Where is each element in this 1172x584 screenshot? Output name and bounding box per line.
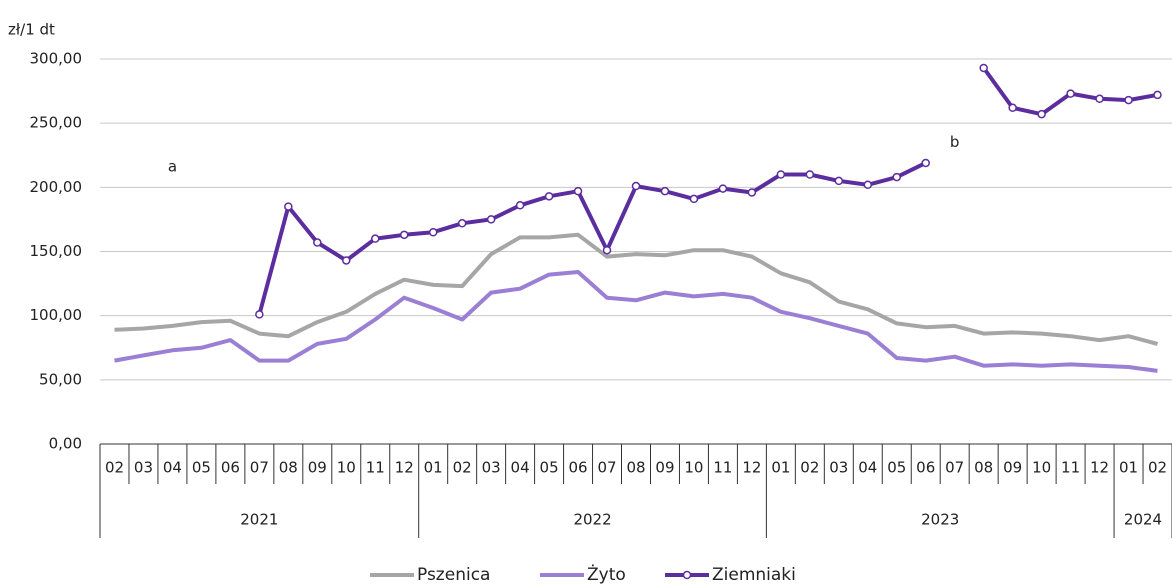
point-marker [457, 219, 467, 228]
x-tick-label: 07 [250, 459, 269, 477]
point-marker [1124, 95, 1133, 105]
point-marker [921, 158, 930, 168]
y-tick-label: 300,00 [30, 50, 83, 68]
x-tick-label: 08 [974, 459, 993, 477]
x-group-label: 2024 [1124, 511, 1162, 529]
point-marker [892, 172, 902, 182]
y-axis-label: zł/1 dt [8, 21, 55, 39]
x-tick-label: 02 [800, 459, 819, 477]
legend-label: Pszenica [417, 565, 490, 584]
point-marker [370, 234, 380, 243]
x-group-label: 2022 [573, 511, 611, 529]
series-line [257, 66, 1158, 315]
x-tick-label: 12 [395, 459, 414, 477]
point-marker [1008, 103, 1017, 113]
point-marker [747, 188, 757, 197]
x-tick-label: 02 [1148, 459, 1167, 477]
x-tick-label: 04 [163, 459, 182, 477]
point-marker [284, 202, 293, 211]
point-marker [486, 215, 496, 224]
x-tick-label: 04 [511, 459, 530, 477]
annotation: a [168, 157, 177, 175]
point-marker [255, 310, 264, 319]
x-tick-label: 11 [713, 459, 732, 477]
point-marker [428, 228, 438, 237]
point-marker [1066, 89, 1075, 98]
x-tick-label: 03 [829, 459, 848, 477]
x-tick-label: 09 [308, 459, 327, 477]
x-tick-label: 12 [742, 459, 761, 477]
x-tick-label: 10 [337, 459, 356, 477]
x-tick-label: 07 [945, 459, 964, 477]
y-tick-label: 100,00 [30, 306, 83, 324]
x-tick-label: 02 [453, 459, 472, 477]
series-line [114, 232, 1159, 346]
point-marker [313, 238, 322, 247]
x-tick-label: 07 [597, 459, 616, 477]
point-marker [718, 184, 728, 193]
x-tick-label: 11 [1061, 459, 1080, 477]
x-tick-label: 10 [684, 459, 703, 477]
point-marker [689, 194, 699, 204]
x-tick-label: 11 [366, 459, 385, 477]
point-marker [776, 170, 786, 179]
point-marker [1153, 90, 1162, 100]
point-marker [863, 180, 873, 190]
series-line [114, 270, 1158, 373]
point-marker [399, 230, 409, 240]
x-tick-label: 06 [569, 459, 588, 477]
point-marker [515, 201, 525, 210]
legend-label: Ziemniaki [712, 565, 796, 584]
point-marker [979, 63, 988, 73]
point-marker [805, 170, 815, 179]
x-group-label: 2023 [921, 511, 959, 529]
x-tick-label: 08 [626, 459, 645, 477]
x-tick-label: 10 [1032, 459, 1051, 477]
point-marker [544, 192, 554, 201]
x-tick-label: 09 [1003, 459, 1022, 477]
x-tick-label: 06 [916, 459, 935, 477]
y-tick-label: 250,00 [30, 114, 83, 132]
point-marker [573, 186, 583, 196]
point-marker [1037, 109, 1046, 119]
x-tick-label: 05 [887, 459, 906, 477]
y-tick-label: 0,00 [49, 435, 82, 453]
y-tick-label: 150,00 [30, 242, 83, 260]
point-marker [631, 181, 641, 191]
x-tick-label: 12 [1090, 459, 1109, 477]
x-tick-label: 06 [221, 459, 240, 477]
y-tick-label: 50,00 [39, 370, 82, 388]
x-tick-label: 05 [192, 459, 211, 477]
annotation: b [950, 133, 960, 151]
x-tick-label: 01 [1119, 459, 1138, 477]
x-tick-label: 01 [424, 459, 443, 477]
point-marker [342, 256, 351, 265]
legend-label: Żyto [587, 564, 626, 584]
x-tick-label: 08 [279, 459, 298, 477]
x-group-label: 2021 [240, 511, 278, 529]
point-marker [602, 245, 612, 255]
x-tick-label: 02 [105, 459, 124, 477]
x-tick-label: 03 [134, 459, 153, 477]
x-tick-label: 04 [858, 459, 877, 477]
x-tick-label: 01 [771, 459, 790, 477]
point-marker [1095, 94, 1104, 104]
point-marker [834, 176, 844, 186]
legend-marker [682, 570, 692, 580]
y-tick-label: 200,00 [30, 178, 83, 196]
point-marker [660, 186, 670, 196]
x-tick-label: 05 [540, 459, 559, 477]
x-tick-label: 09 [655, 459, 674, 477]
x-tick-label: 03 [482, 459, 501, 477]
